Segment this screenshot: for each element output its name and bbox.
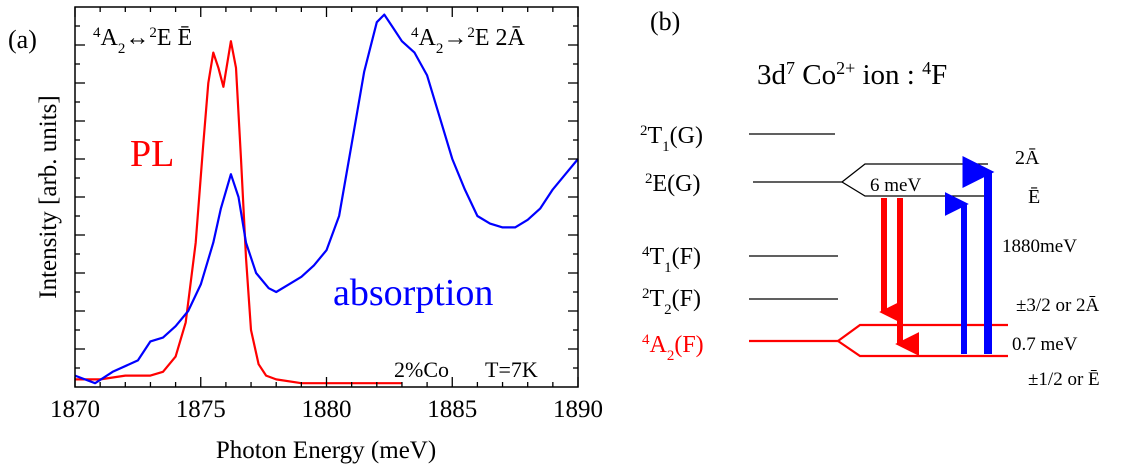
transition-energy-label: 1880meV xyxy=(1002,236,1077,257)
level-label-4t1f: 4T1(F) xyxy=(642,244,701,276)
plot-area: 1870 1875 1880 1885 1890 xyxy=(50,6,603,423)
panel-b-label: (b) xyxy=(650,7,680,36)
level-label-2t1g: 2T1(G) xyxy=(640,123,703,155)
series-layer xyxy=(74,13,579,385)
x-axis-label: Photon Energy (meV) xyxy=(216,437,436,464)
x-tick-label: 1885 xyxy=(427,396,477,423)
label-2a: 2Ā xyxy=(1015,147,1040,169)
level-label-2eg: 2E(G) xyxy=(645,171,700,197)
annotation-left: 4A2↔2E Ē xyxy=(93,25,192,57)
sublevel-2a-line xyxy=(841,163,988,183)
y-ticks xyxy=(75,25,578,369)
pl-label: PL xyxy=(130,133,174,175)
temperature-label: T=7K xyxy=(485,357,538,382)
y-axis-label: Intensity [arb. units] xyxy=(35,95,62,298)
x-tick-label: 1890 xyxy=(553,396,603,423)
upper-a2-label: ±3/2 or 2Ā xyxy=(1016,295,1100,316)
panel-a-label: (a) xyxy=(8,25,37,54)
level-label-2t2f: 2T2(F) xyxy=(642,286,701,318)
sample-label: 2%Co xyxy=(394,357,449,382)
level-label-4a2f: 4A2(F) xyxy=(642,332,704,364)
sublevel-lower-a2-line xyxy=(837,340,1008,358)
absorption-label: absorption xyxy=(333,272,493,314)
x-tick-label: 1870 xyxy=(50,396,100,423)
annotation-right: 4A2→2E 2Ā xyxy=(411,25,526,57)
series-line-PL xyxy=(75,40,402,385)
x-ticks: 1870 1875 1880 1885 1890 xyxy=(50,7,603,423)
splitting-e-label: 6 meV xyxy=(870,175,921,196)
plot-frame xyxy=(74,6,579,388)
lower-a2-label: ±1/2 or Ē xyxy=(1028,369,1100,390)
sublevel-upper-a2-line xyxy=(837,323,1008,342)
x-tick-label: 1875 xyxy=(176,396,226,423)
energy-diagram-title: 3d7 Co2+ ion : 4F xyxy=(757,58,947,91)
series-line-absorption xyxy=(74,13,579,385)
x-tick-label: 1880 xyxy=(302,396,352,423)
splitting-a-label: 0.7 meV xyxy=(1012,334,1078,355)
label-ebar: Ē xyxy=(1028,186,1040,208)
